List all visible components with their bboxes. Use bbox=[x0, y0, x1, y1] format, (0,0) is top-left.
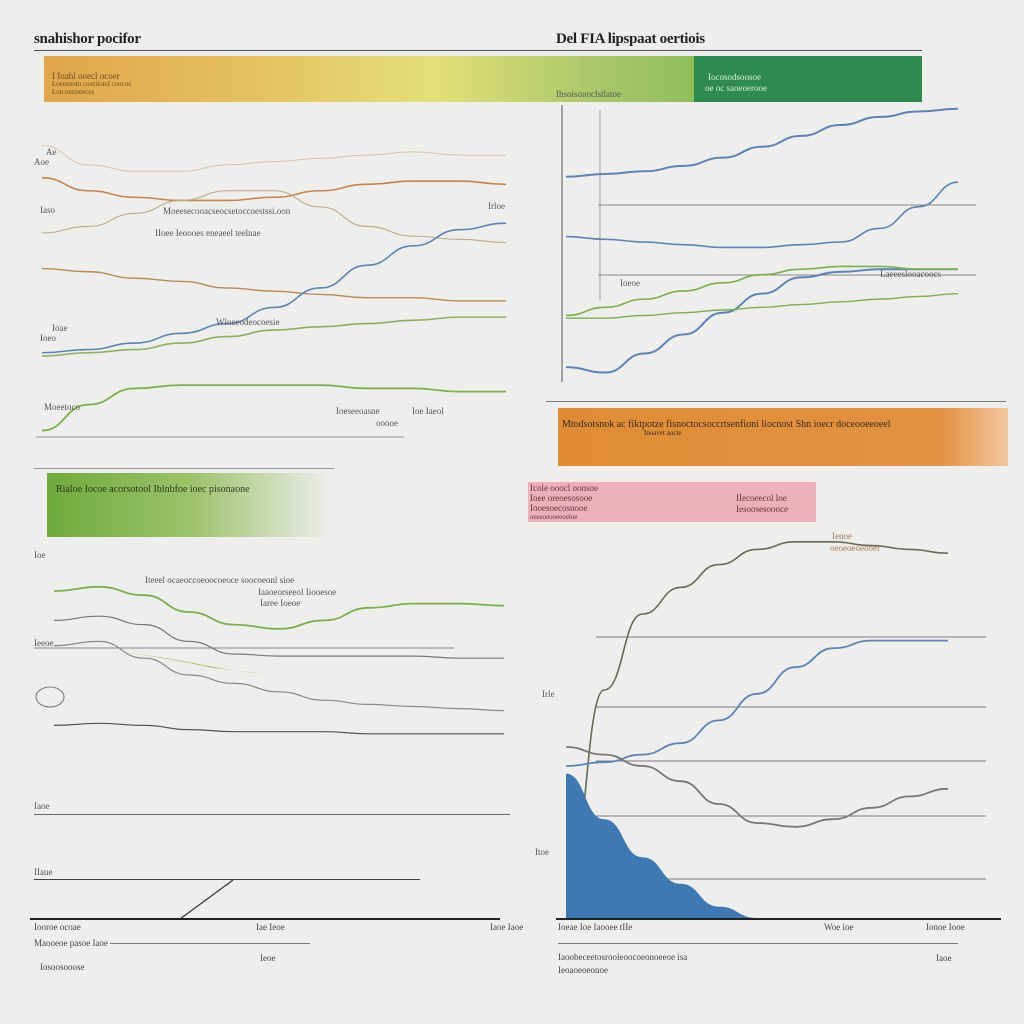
c1-label: Moeetoco bbox=[44, 402, 80, 412]
c1-label: Ioeseeoasne bbox=[336, 406, 380, 416]
footer-left: Maooeoe pasoe Iaoe bbox=[34, 938, 108, 948]
pink-row: Ioee oreoesosooe bbox=[530, 493, 593, 503]
pink-row: Icole ooocl oonsoe bbox=[530, 483, 598, 493]
green-gradient-band bbox=[47, 473, 332, 537]
c3-label: Iteeel ocaeoccoeoocoeoce soocoeonl sioe bbox=[145, 575, 295, 585]
pink-row: oeesoeooeeoeloe bbox=[530, 513, 578, 521]
left-title: snahishor pocifor bbox=[34, 31, 141, 47]
c3-label: Ioe bbox=[34, 550, 46, 560]
c4-area-fill bbox=[566, 773, 948, 918]
chart-top-left bbox=[36, 144, 507, 438]
c1-series-line bbox=[41, 144, 506, 172]
c1-label: Aoe bbox=[34, 157, 49, 167]
orange-band bbox=[558, 408, 1008, 466]
chart-bottom-left bbox=[34, 585, 505, 735]
orange-band-text-1: Mtodsotsnok ac fiktpotze fisnoctocsoccrt… bbox=[562, 419, 891, 430]
c3-label: Iaoe bbox=[34, 801, 50, 811]
c1-label: IIoee Ieoooes eneaeel teelnae bbox=[155, 228, 261, 238]
c4-label: oeoeoeoeooel bbox=[830, 543, 880, 553]
green-band-label: Rialoe Iocoe acorsotool Iblnbfoe ioec pi… bbox=[56, 484, 250, 495]
footer-right-mid: Ionoe Iooe bbox=[926, 922, 965, 932]
c3-label: Iaaoeorseeol Iiooesoe bbox=[258, 587, 337, 597]
c4-series-line bbox=[565, 639, 948, 767]
c3-label: IIaue bbox=[34, 867, 53, 877]
c2-bottom-rule bbox=[546, 401, 1006, 402]
c1-series-line bbox=[41, 190, 507, 244]
c1-series-line bbox=[41, 177, 507, 202]
pink-row: Iooesoecosnooe bbox=[530, 503, 588, 513]
top-green-band bbox=[694, 56, 922, 102]
c1-label: ooooe bbox=[376, 418, 398, 428]
c3-label: Iaree Ioeoe bbox=[260, 598, 301, 608]
c3-series-line bbox=[53, 722, 504, 735]
footer-right: Iaoobeceetosrooleoocoeonoeeoe isa bbox=[558, 952, 688, 962]
chart-top-right bbox=[561, 105, 976, 382]
footer-right-rule bbox=[558, 943, 958, 944]
footer-left-mid: Iaoe Iaoe bbox=[490, 922, 524, 932]
c3-baseline-stroke bbox=[179, 879, 234, 920]
footer-right: Ieoaoeoeonoe bbox=[558, 965, 608, 975]
pink-band bbox=[528, 482, 816, 522]
footer-right-mid: Iaoe bbox=[936, 953, 952, 963]
c3-axis bbox=[30, 918, 500, 920]
footer-right: Ioeae Ioe Iaooee tIIe bbox=[558, 922, 633, 932]
top-band-text-2: Loeesootn coxriiond coocos bbox=[52, 80, 131, 88]
top-gradient-band bbox=[44, 56, 694, 102]
green-band-subtext: Ihsoisonoclstlatoe bbox=[556, 89, 621, 99]
footer-left: Iosoosooose bbox=[40, 962, 85, 972]
c1-label: Ioe Iaeol bbox=[412, 406, 444, 416]
c2-series-line bbox=[565, 107, 959, 178]
pink-right-row: Iesoosesoooce bbox=[736, 504, 788, 514]
footer-left-rule bbox=[110, 943, 310, 944]
c1-label: Moeesecooacseocsetoccoestssi.oon bbox=[163, 206, 291, 216]
c2-series-line bbox=[566, 292, 959, 319]
footer-left-mid: Iae Ieoe bbox=[256, 922, 285, 932]
c3-rule-1 bbox=[34, 814, 510, 815]
top-band-text-1: I Ioahl ooecl ocoer bbox=[52, 71, 120, 81]
c1-series-line bbox=[41, 384, 506, 432]
c1-label: Ioeo bbox=[40, 333, 56, 343]
c4-label: Itoe bbox=[535, 847, 549, 857]
pink-right-row: IIecoeecol loe bbox=[736, 493, 787, 503]
top-band-text-3: Lon ostooteces bbox=[52, 88, 95, 96]
c1-label: Irloe bbox=[488, 201, 505, 211]
chart-bottom-right bbox=[565, 541, 986, 919]
c2-series-line bbox=[565, 181, 959, 249]
footer-left: Iooroe ocoae bbox=[34, 922, 81, 932]
c4-series-line bbox=[565, 541, 949, 900]
right-title: Del FIA lipspaat oertiois bbox=[556, 31, 705, 47]
c2-label: Ioeoe bbox=[620, 278, 640, 288]
mid-left-rule bbox=[34, 468, 334, 469]
orange-band-text-2: Inoavet aocte bbox=[644, 429, 682, 437]
c4-axis bbox=[556, 918, 1001, 920]
c1-label: Ioae bbox=[52, 323, 68, 333]
c3-shell-icon bbox=[35, 686, 65, 708]
c1-label: Iaso bbox=[40, 205, 55, 215]
c1-label: Ae bbox=[46, 147, 57, 157]
c3-label: Ieeoe bbox=[34, 638, 54, 648]
c4-label: Ienoe bbox=[832, 531, 852, 541]
footer-right-mid: Woe ioe bbox=[824, 922, 854, 932]
c4-label: Irle bbox=[542, 689, 555, 699]
green-band-text-2: oe oc saoeoerooe bbox=[705, 83, 767, 93]
header-rule bbox=[34, 50, 922, 51]
c2-label: Laeeeslooacoocs bbox=[880, 269, 941, 279]
c1-label: Wloeeodeocoesie bbox=[216, 317, 280, 327]
c3-green-wedge bbox=[114, 652, 264, 674]
c1-series-line bbox=[41, 222, 507, 354]
c1-series-line bbox=[41, 267, 506, 302]
green-band-text-1: Iocosodsoosoe bbox=[708, 72, 761, 82]
c3-rule-2 bbox=[34, 879, 420, 880]
c3-series-line bbox=[53, 640, 505, 712]
footer-left-mid: Ieoe bbox=[260, 953, 276, 963]
